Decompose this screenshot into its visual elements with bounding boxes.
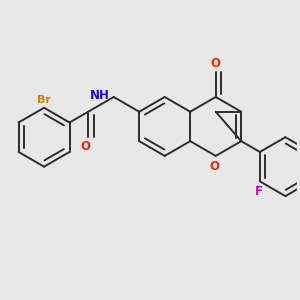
Text: F: F (254, 185, 262, 198)
Text: Br: Br (37, 95, 51, 105)
Text: NH: NH (90, 89, 110, 102)
Text: O: O (211, 57, 221, 70)
Text: O: O (209, 160, 219, 173)
Text: O: O (80, 140, 90, 153)
